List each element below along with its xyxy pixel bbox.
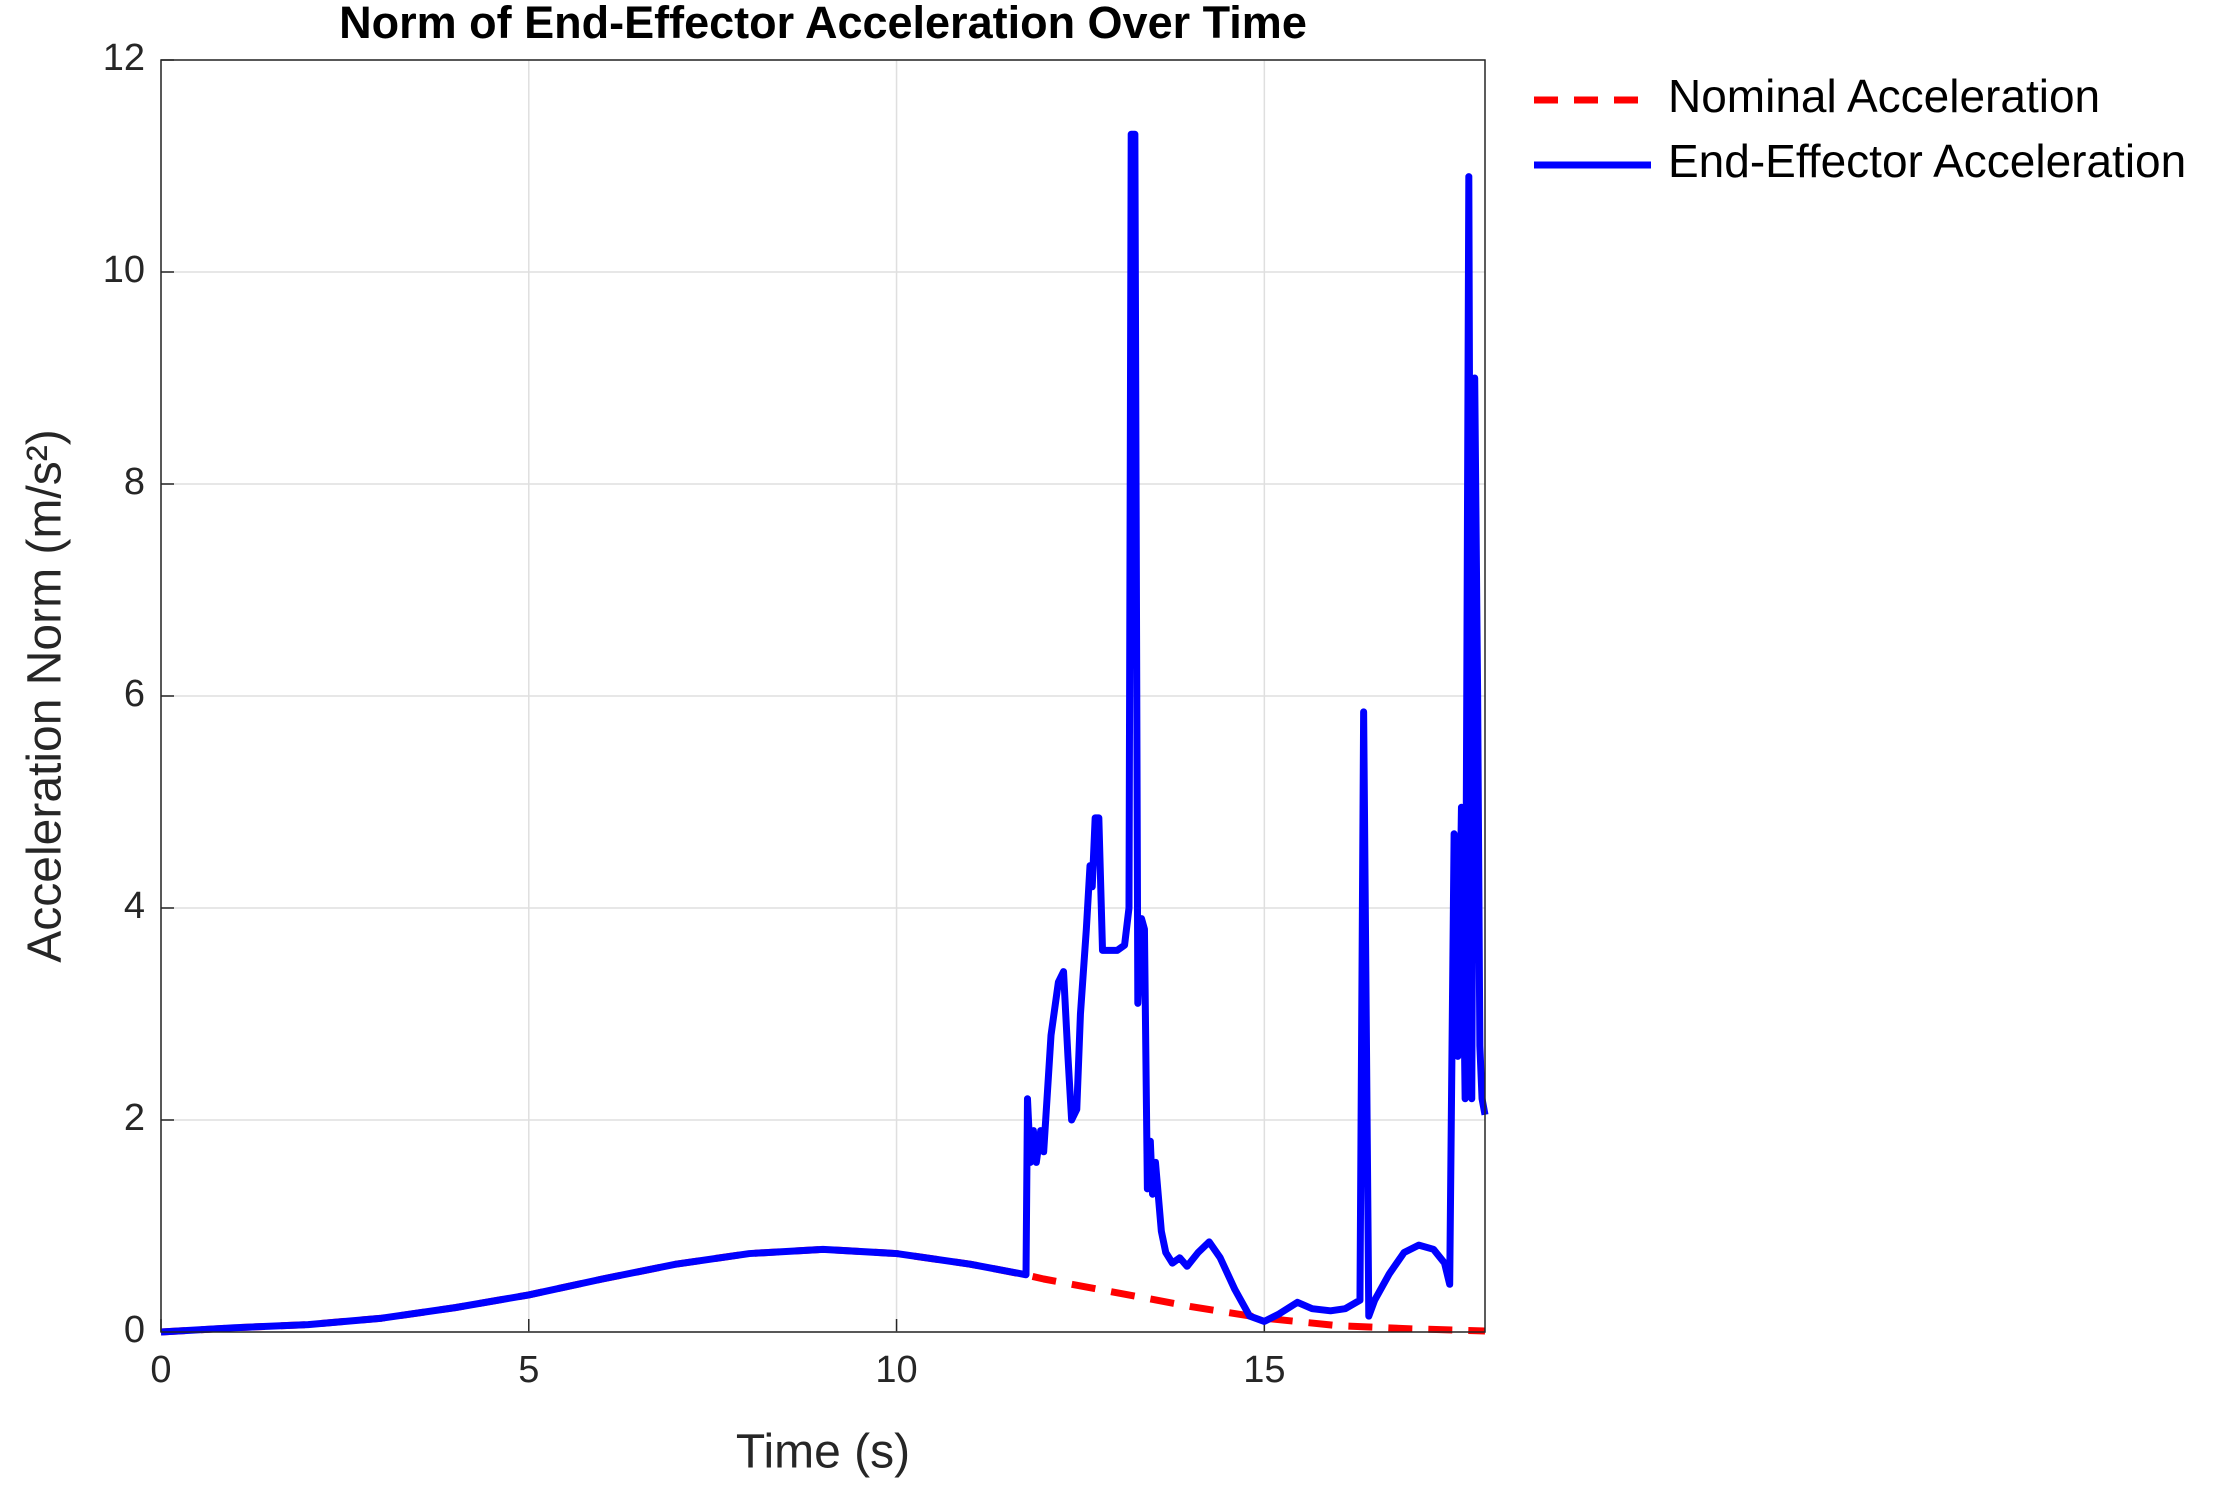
chart-title: Norm of End-Effector Acceleration Over T… bbox=[339, 0, 1307, 48]
y-tick-label: 4 bbox=[124, 885, 145, 927]
y-tick-label: 2 bbox=[124, 1097, 145, 1139]
y-tick-label: 0 bbox=[124, 1309, 145, 1351]
legend-label: Nominal Acceleration bbox=[1668, 70, 2100, 122]
x-tick-label: 5 bbox=[518, 1349, 539, 1391]
x-tick-label: 10 bbox=[875, 1349, 917, 1391]
x-axis-label: Time (s) bbox=[736, 1426, 910, 1479]
y-tick-label: 10 bbox=[103, 249, 145, 291]
y-tick-label: 8 bbox=[124, 461, 145, 503]
y-axis-label: Acceleration Norm (m/s²) bbox=[19, 429, 72, 962]
axes-box bbox=[160, 59, 1486, 1333]
y-tick-label: 12 bbox=[103, 37, 145, 79]
series-line bbox=[160, 130, 1489, 1336]
legend-label: End-Effector Acceleration bbox=[1668, 135, 2186, 187]
x-tick-label: 15 bbox=[1243, 1349, 1285, 1391]
y-tick-label: 6 bbox=[124, 673, 145, 715]
x-tick-label: 0 bbox=[150, 1349, 171, 1391]
